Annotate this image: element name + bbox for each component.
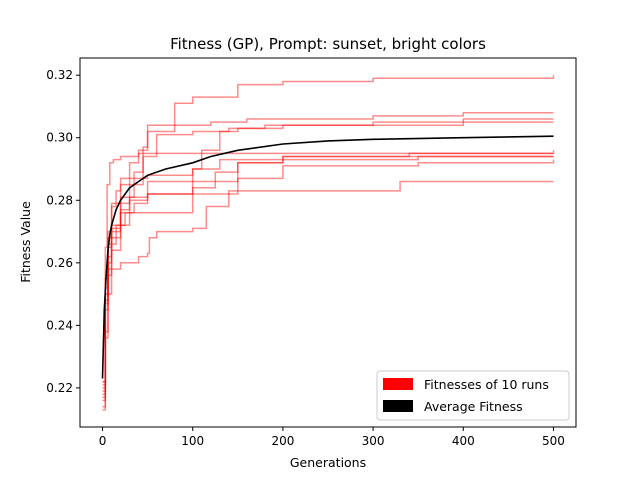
y-tick-label: 0.32 (46, 68, 73, 82)
legend-label-average: Average Fitness (424, 399, 523, 414)
x-axis-label: Generations (290, 455, 366, 470)
y-axis-label: Fitness Value (18, 201, 33, 283)
run-line-7 (102, 155, 554, 395)
y-tick-label: 0.22 (46, 381, 73, 395)
chart-title: Fitness (GP), Prompt: sunset, bright col… (170, 35, 486, 53)
legend-label-runs: Fitnesses of 10 runs (424, 377, 549, 392)
x-tick-label: 200 (271, 434, 294, 448)
average-line (101, 135, 554, 379)
x-tick-label: 0 (99, 434, 107, 448)
run-line-4 (102, 121, 554, 389)
legend-swatch-average (383, 400, 413, 412)
run-line-3 (102, 118, 554, 402)
run-line-10 (102, 155, 554, 383)
run-line-9 (102, 180, 554, 411)
x-axis-ticks: 0 100 200 300 400 500 (99, 427, 565, 448)
plot-frame (79, 57, 577, 428)
y-axis-ticks: 0.22 0.24 0.26 0.28 0.30 0.32 (46, 68, 80, 395)
run-line-1 (102, 75, 555, 408)
y-tick-label: 0.28 (46, 193, 73, 207)
run-line-6 (102, 152, 554, 383)
legend: Fitnesses of 10 runs Average Fitness (376, 370, 570, 421)
legend-swatch-runs (383, 378, 413, 390)
runs-lines (102, 75, 555, 411)
x-tick-label: 100 (181, 434, 204, 448)
run-line-5 (102, 150, 555, 386)
run-line-2 (102, 111, 554, 392)
x-tick-label: 500 (542, 434, 565, 448)
y-tick-label: 0.26 (46, 256, 73, 270)
y-tick-label: 0.30 (46, 131, 73, 145)
run-line-8 (102, 159, 555, 399)
average-fitness-line (101, 135, 554, 379)
y-tick-label: 0.24 (46, 318, 73, 332)
legend-box (376, 370, 570, 421)
x-tick-label: 400 (452, 434, 475, 448)
x-tick-label: 300 (362, 434, 385, 448)
